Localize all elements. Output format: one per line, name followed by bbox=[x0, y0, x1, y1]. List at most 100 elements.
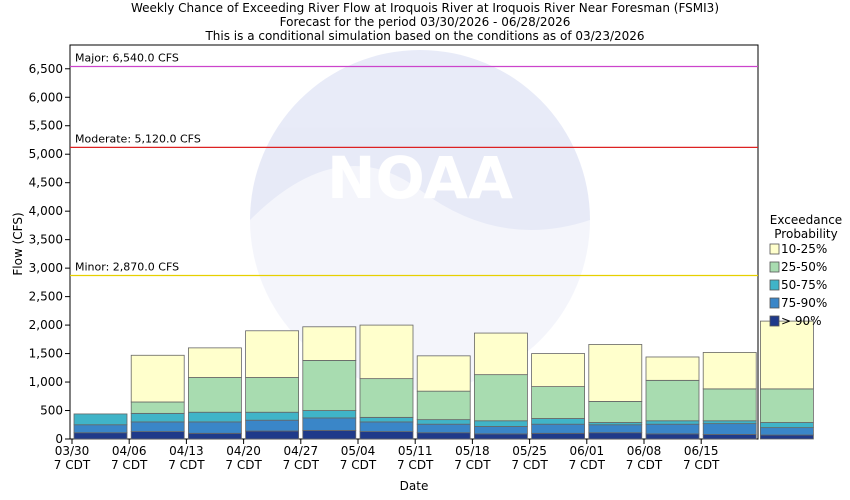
y-tick-label: 3,500 bbox=[29, 233, 63, 247]
bars-layer bbox=[73, 320, 814, 440]
x-tick-sublabel: 7 CDT bbox=[683, 458, 720, 472]
bar-segment bbox=[645, 420, 700, 425]
x-axis-label: Date bbox=[400, 479, 429, 493]
y-tick-label: 2,000 bbox=[29, 318, 63, 332]
legend-title-line1: Exceedance bbox=[770, 213, 842, 227]
bar-segment bbox=[416, 423, 471, 434]
legend-swatch bbox=[769, 279, 780, 291]
legend-swatch bbox=[769, 315, 780, 327]
bar-segment bbox=[187, 432, 242, 440]
legend-label: 50-75% bbox=[781, 278, 827, 292]
bar-segment bbox=[760, 388, 814, 423]
y-tick-label: 1,000 bbox=[29, 375, 63, 389]
x-tick-sublabel: 7 CDT bbox=[454, 458, 491, 472]
bar-segment bbox=[473, 374, 528, 422]
y-tick-label: 4,500 bbox=[29, 176, 63, 190]
bar-segment bbox=[760, 422, 814, 429]
bar-segment bbox=[245, 377, 300, 413]
y-tick-label: 500 bbox=[40, 404, 63, 418]
bar-segment bbox=[702, 423, 757, 435]
bar-segment bbox=[702, 388, 757, 422]
bar-segment bbox=[473, 332, 528, 376]
bar-segment bbox=[473, 420, 528, 427]
threshold-label: Minor: 2,870.0 CFS bbox=[75, 261, 179, 274]
bar-segment bbox=[416, 390, 471, 421]
y-tick-label: 4,000 bbox=[29, 204, 63, 218]
bar-segment bbox=[416, 419, 471, 425]
x-tick-sublabel: 7 CDT bbox=[111, 458, 148, 472]
legend-swatch bbox=[769, 297, 780, 309]
y-tick-label: 0 bbox=[55, 432, 63, 446]
x-tick-label: 04/27 bbox=[284, 444, 319, 458]
legend-swatch bbox=[769, 261, 780, 273]
y-tick-label: 6,500 bbox=[29, 62, 63, 76]
x-tick-sublabel: 7 CDT bbox=[340, 458, 377, 472]
bar-segment bbox=[588, 401, 643, 423]
bar-segment bbox=[73, 413, 128, 426]
bar-segment bbox=[531, 353, 585, 387]
x-tick-label: 06/08 bbox=[627, 444, 662, 458]
bar-segment bbox=[702, 434, 757, 440]
x-tick-label: 04/20 bbox=[226, 444, 261, 458]
legend-label: > 90% bbox=[781, 314, 822, 328]
y-tick-label: 1,500 bbox=[29, 347, 63, 361]
legend-swatch bbox=[769, 243, 780, 255]
bar-segment bbox=[531, 386, 585, 419]
bar-segment bbox=[302, 359, 357, 411]
bar-segment bbox=[187, 347, 242, 378]
y-tick-label: 5,500 bbox=[29, 119, 63, 133]
bar-segment bbox=[702, 352, 757, 390]
chart-subtitle: Forecast for the period 03/30/2026 - 06/… bbox=[280, 15, 571, 29]
bar-segment bbox=[187, 421, 242, 434]
bar-segment bbox=[645, 379, 700, 422]
bar-segment bbox=[588, 432, 643, 440]
x-tick-sublabel: 7 CDT bbox=[54, 458, 91, 472]
legend-label: 75-90% bbox=[781, 296, 827, 310]
bar-segment bbox=[473, 433, 528, 440]
x-tick-label: 05/25 bbox=[512, 444, 547, 458]
y-tick-label: 5,000 bbox=[29, 147, 63, 161]
bar-segment bbox=[702, 420, 757, 425]
legend-label: 10-25% bbox=[781, 242, 827, 256]
bar-segment bbox=[359, 421, 414, 432]
bar-segment bbox=[130, 412, 185, 423]
bar-segment bbox=[245, 419, 300, 432]
bar-segment bbox=[416, 355, 471, 392]
bar-segment bbox=[302, 430, 357, 440]
legend: Exceedance Probability 10-25% 25-50% 50-75… bbox=[769, 213, 842, 328]
bar-segment bbox=[531, 423, 585, 434]
x-tick-label: 03/30 bbox=[55, 444, 90, 458]
bar-segment bbox=[359, 378, 414, 418]
bar-segment bbox=[245, 430, 300, 440]
bar-segment bbox=[130, 354, 185, 403]
bar-segment bbox=[531, 432, 585, 440]
threshold-label: Moderate: 5,120.0 CFS bbox=[75, 132, 201, 145]
bar-segment bbox=[760, 427, 814, 436]
bar-segment bbox=[187, 411, 242, 423]
x-tick-label: 05/11 bbox=[398, 444, 433, 458]
bar-segment bbox=[187, 377, 242, 413]
y-axis-label: Flow (CFS) bbox=[11, 212, 25, 275]
bar-segment bbox=[760, 434, 814, 440]
bar-segment bbox=[302, 326, 357, 361]
threshold-label: Major: 6,540.0 CFS bbox=[75, 52, 179, 65]
bar-segment bbox=[645, 423, 700, 435]
bar-segment bbox=[73, 432, 128, 440]
legend-label: 25-50% bbox=[781, 260, 827, 274]
legend-title-line2: Probability bbox=[774, 227, 837, 241]
bar-segment bbox=[588, 344, 643, 402]
bar-segment bbox=[760, 320, 814, 390]
bar-segment bbox=[73, 424, 128, 434]
bar-segment bbox=[130, 431, 185, 440]
bar-segment bbox=[245, 411, 300, 421]
bar-segment bbox=[588, 424, 643, 434]
bar-segment bbox=[359, 416, 414, 423]
x-tick-label: 04/06 bbox=[112, 444, 147, 458]
bar-segment bbox=[359, 324, 414, 380]
bar-segment bbox=[645, 433, 700, 440]
bar-segment bbox=[302, 410, 357, 419]
x-tick-sublabel: 7 CDT bbox=[626, 458, 663, 472]
bar-segment bbox=[130, 401, 185, 414]
